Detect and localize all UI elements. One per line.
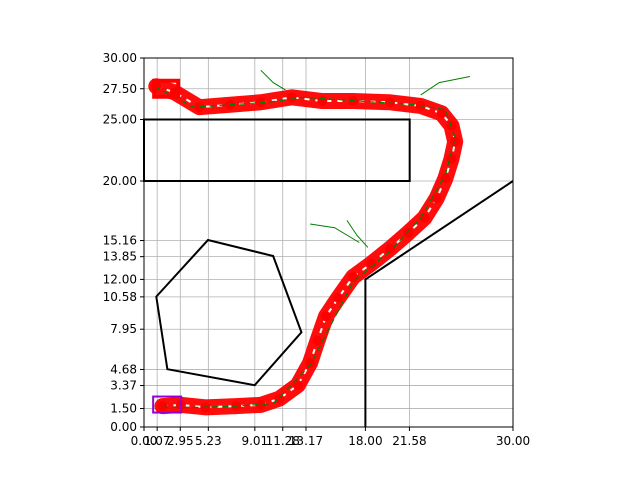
obstacle-right-wall: [364, 180, 514, 427]
x-tick-label: 30.00: [496, 434, 530, 448]
y-tick-label: 12.00: [103, 272, 137, 286]
planned-path-point: [440, 173, 451, 184]
planned-path-point: [333, 292, 344, 303]
y-tick-label: 25.00: [103, 113, 137, 127]
planned-path-point: [255, 399, 266, 410]
goal-marker: [152, 78, 181, 99]
planned-path-point: [385, 97, 395, 108]
planned-path-point: [157, 401, 168, 412]
y-tick-label: 0.00: [110, 420, 137, 434]
x-tick-label: 1.07: [144, 434, 171, 448]
y-tick-label: 7.95: [110, 322, 137, 336]
planned-path-point: [274, 393, 285, 404]
trajectory-branch-1: [420, 75, 471, 96]
planned-path-point: [292, 380, 303, 391]
y-tick-label: 13.85: [103, 250, 137, 264]
planned-path-point: [385, 243, 395, 254]
y-tick-label: 20.00: [103, 174, 137, 188]
y-tick-label: 15.16: [103, 234, 137, 248]
y-tick-label: 4.68: [110, 362, 137, 376]
y-tick-label: 1.50: [110, 402, 137, 416]
y-tick-label: 30.00: [103, 51, 137, 65]
x-tick-label: 18.00: [348, 434, 382, 448]
planned-path-point: [317, 96, 328, 107]
plot-frame: [143, 57, 514, 428]
planned-path-point: [436, 108, 447, 119]
planned-path-point: [312, 335, 323, 346]
x-tick-label: 0.00: [131, 434, 158, 448]
series-layer: [148, 69, 471, 416]
planned-path-point: [431, 193, 442, 204]
planned-path-point: [286, 92, 297, 103]
x-tick-label: 13.17: [289, 434, 323, 448]
series-trajectory-samples: [156, 86, 456, 408]
x-tick-label: 21.58: [392, 434, 426, 448]
y-axis-ticks: 0.00 1.50 3.37 4.68 7.95 10.58 12.00 13.85 15.16…: [103, 51, 144, 434]
x-tick-label: 2.95: [167, 434, 194, 448]
trajectory-branch-3: [346, 220, 369, 248]
y-tick-label: 27.50: [103, 82, 137, 96]
planned-path-point: [366, 258, 377, 269]
y-tick-label: 10.58: [103, 290, 137, 304]
trajectory-branch-0: [260, 69, 286, 91]
x-tick-label: 9.01: [241, 434, 268, 448]
x-tick-label: 11.28: [266, 434, 300, 448]
planned-path-point: [403, 227, 414, 238]
planned-path-point: [446, 153, 457, 164]
planned-path-point: [450, 136, 461, 147]
planned-path-point: [194, 102, 205, 113]
planned-path-point: [305, 358, 316, 369]
y-tick-label: 3.37: [110, 379, 137, 393]
planned-path-point: [348, 271, 359, 282]
obstacle-pentagon: [155, 238, 303, 387]
x-tick-label: 5.23: [195, 434, 222, 448]
planned-path-point: [321, 311, 332, 322]
trajectory-branch-2: [309, 223, 360, 243]
start-marker: [152, 395, 183, 414]
